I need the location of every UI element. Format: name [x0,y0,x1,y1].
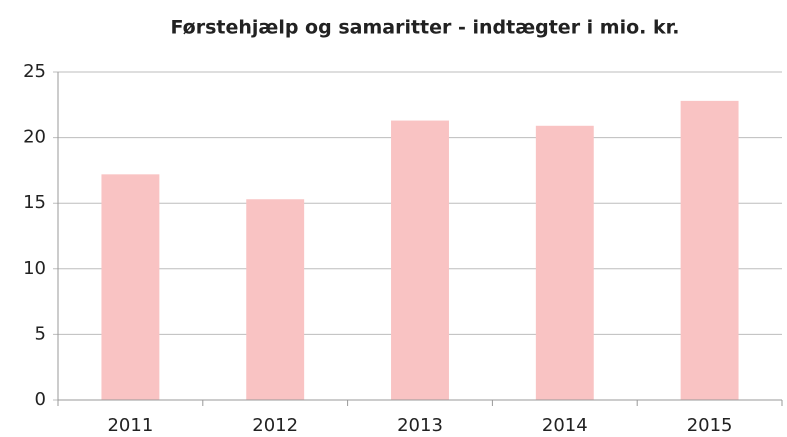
bar [101,174,160,400]
y-tick-label: 5 [35,323,46,344]
bar [246,199,305,400]
y-tick-label: 0 [35,389,46,410]
x-tick-label: 2013 [397,415,443,436]
y-tick-label: 20 [23,127,46,148]
y-tick-label: 25 [23,61,46,82]
x-tick-label: 2012 [252,415,298,436]
x-tick-label: 2014 [542,415,588,436]
chart-title: Førstehjælp og samaritter - indtægter i … [170,17,679,39]
bar [535,125,594,401]
y-tick-label: 10 [23,258,46,279]
bar [391,120,449,400]
bar [680,100,739,400]
x-tick-label: 2015 [687,415,733,436]
x-tick-label: 2011 [107,415,153,436]
y-tick-label: 15 [23,192,46,213]
